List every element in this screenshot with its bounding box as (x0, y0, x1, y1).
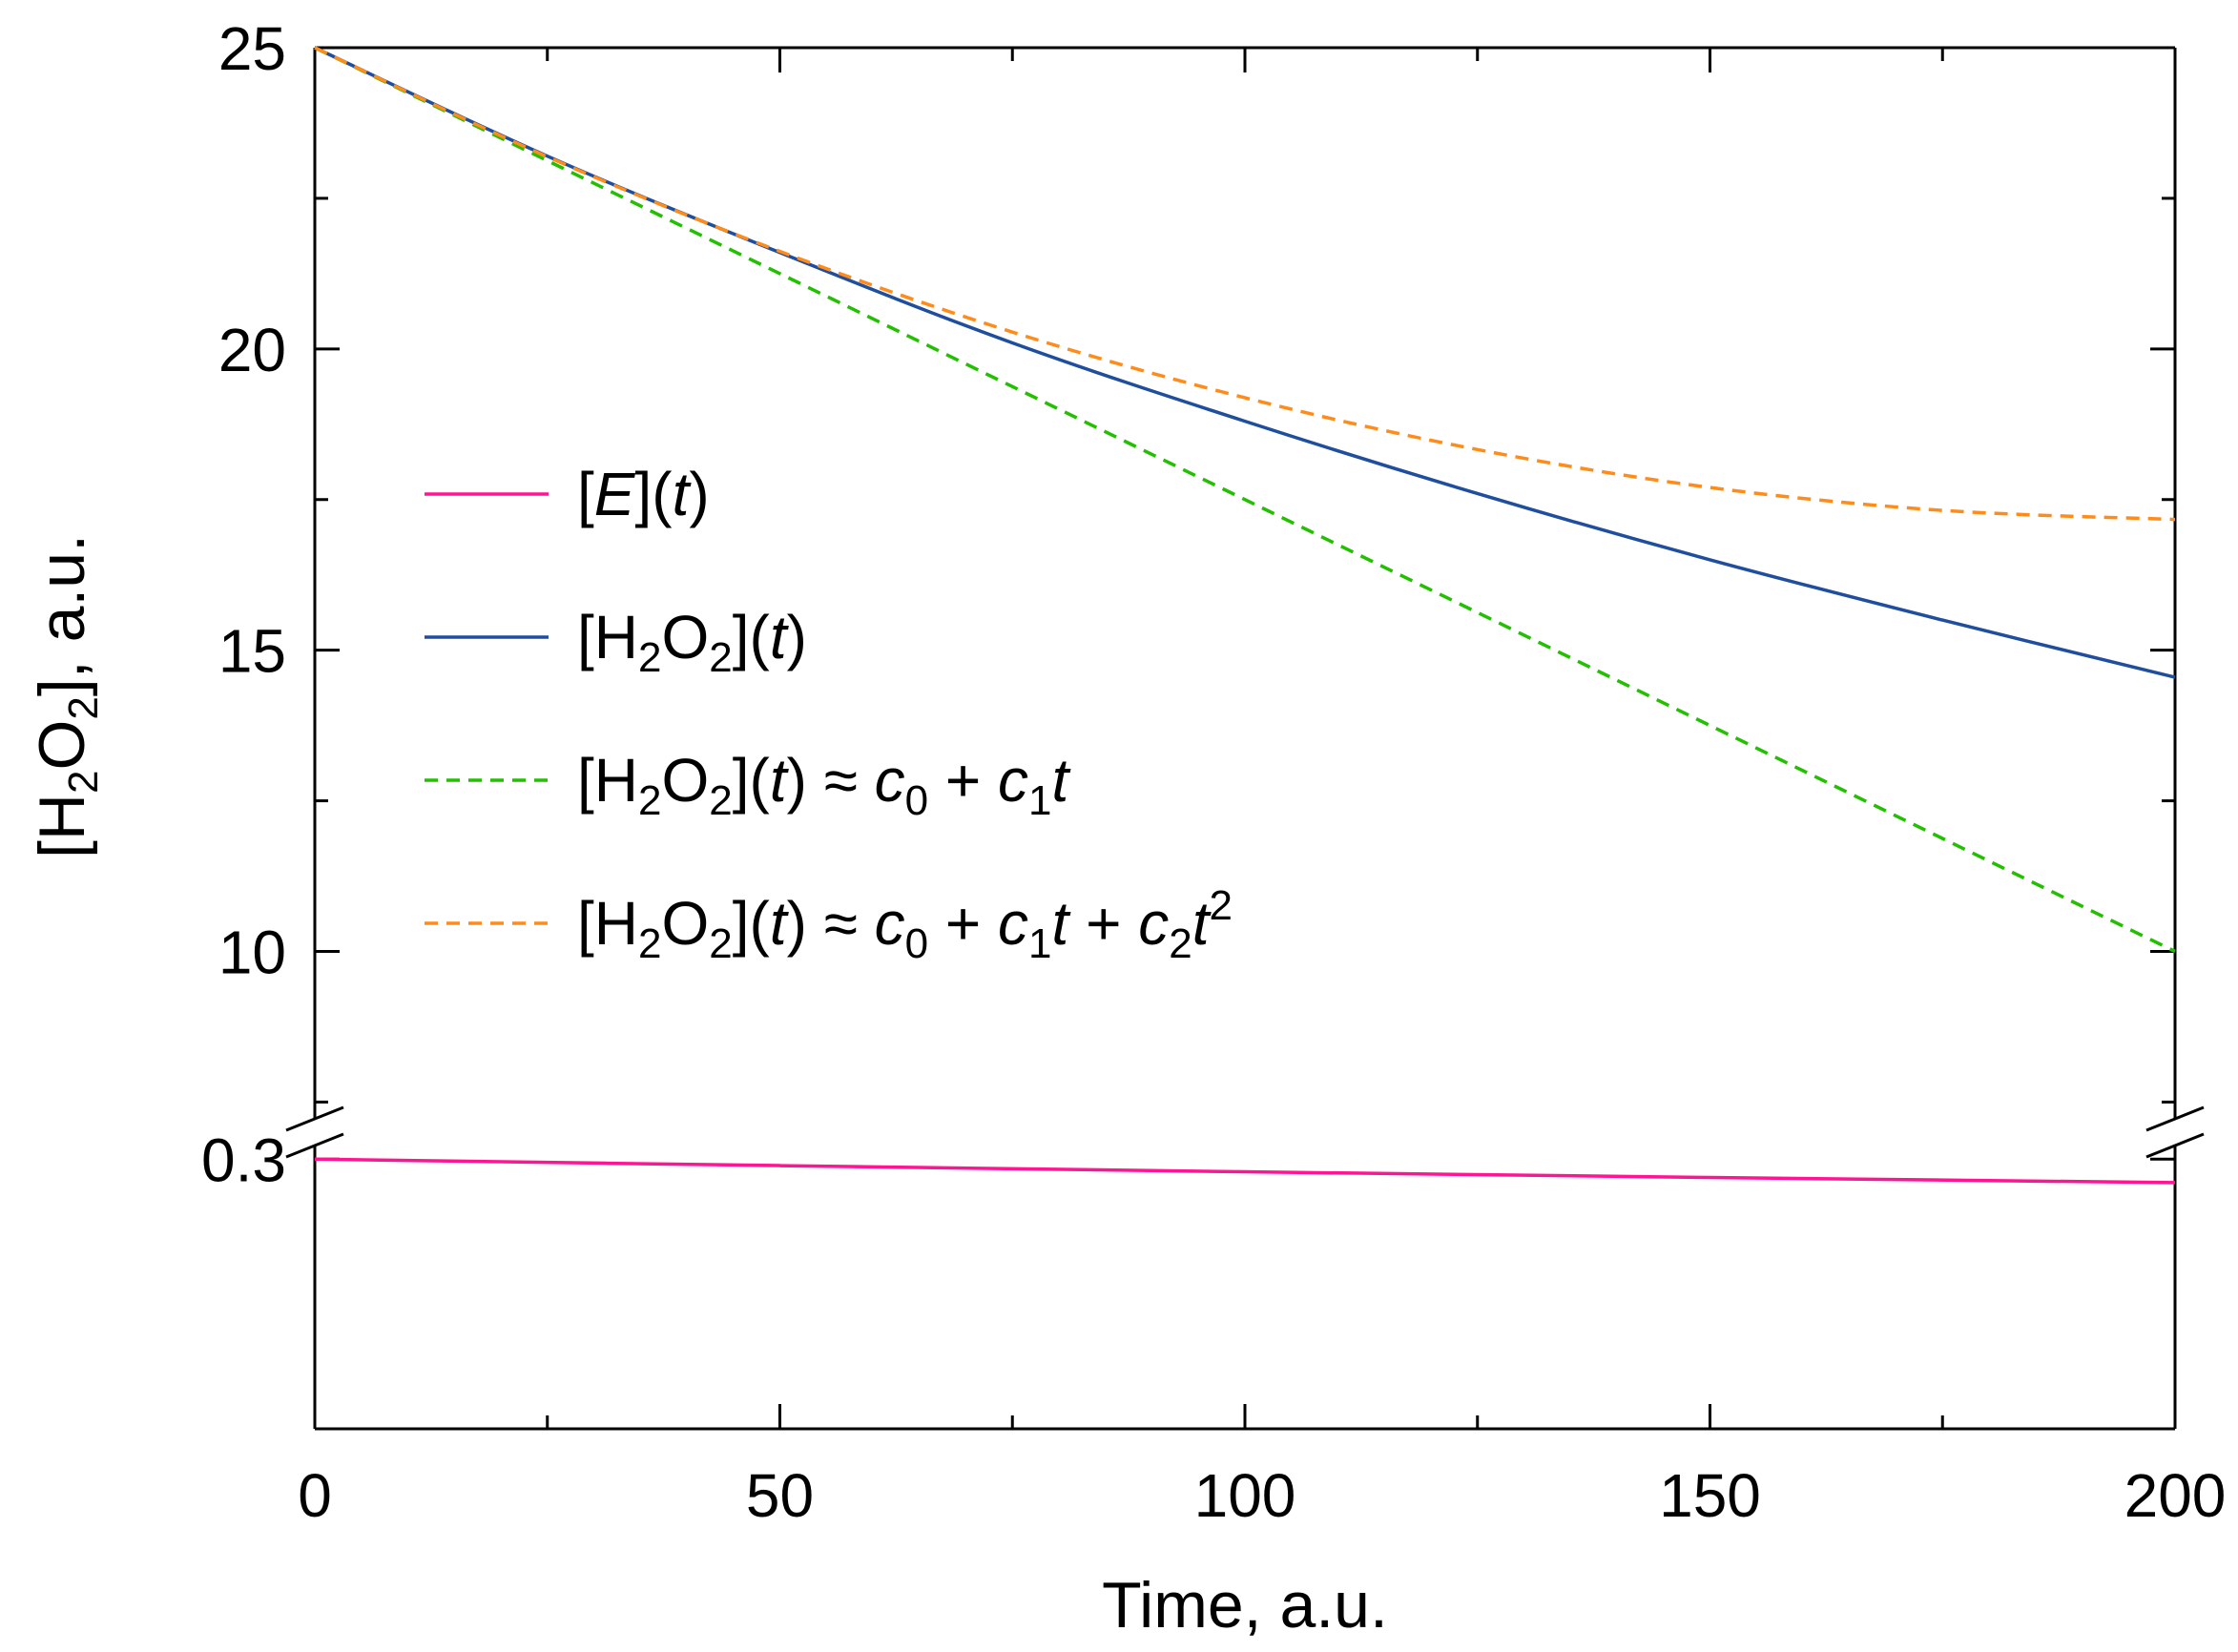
x-axis-title: Time, a.u. (1102, 1569, 1388, 1642)
legend-text-part: O (661, 746, 709, 815)
break-mark-right-1 (2145, 1105, 2205, 1132)
legend-text-part: + (928, 746, 998, 815)
legend-label-E: [E](t) (577, 460, 710, 528)
legend-text-part: O (661, 603, 709, 671)
x-tick-label: 150 (1659, 1461, 1761, 1530)
legend-text-part: ]( (733, 889, 770, 958)
break-mark-right-2 (2145, 1132, 2205, 1159)
legend-label-linear: [H2O2](t) ≈ c0 + c1t (577, 746, 1071, 824)
legend-text-part: c (998, 746, 1028, 815)
legend-text-part: ]( (634, 460, 672, 528)
axis-ticks (313, 46, 2177, 1429)
series-line-H2O2 (314, 46, 2176, 679)
legend-text-part: c (875, 746, 905, 815)
legend-text-part: t (770, 746, 789, 815)
legend-text-part: ]( (733, 746, 770, 815)
legend-text-part: 2 (1169, 920, 1192, 967)
legend-text-part: + (1068, 889, 1138, 958)
legend-text-part: [H (577, 889, 638, 958)
legend-text-part: 0 (905, 777, 928, 824)
legend-text-part: 1 (1028, 777, 1051, 824)
legend-text-part: 2 (709, 920, 732, 967)
series-line-linear (314, 46, 2176, 954)
legend-text-part: [H (577, 746, 638, 815)
legend-text-part: ) (787, 603, 807, 671)
x-tick-label: 0 (298, 1461, 332, 1530)
legend-text-part: 0 (905, 920, 928, 967)
legend-text-part: ]( (733, 603, 770, 671)
legend-text-part: O (661, 889, 709, 958)
series-line-quadratic (314, 46, 2176, 522)
break-mark-left-1 (285, 1105, 344, 1132)
break-mark-left-2 (285, 1132, 344, 1159)
y-tick-label: 10 (218, 919, 286, 987)
x-tick-label: 100 (1194, 1461, 1296, 1530)
legend-text-part: 2 (709, 777, 732, 824)
y-tick-label-lower: 0.3 (201, 1125, 286, 1194)
legend-text-part: ) ≈ (787, 746, 875, 815)
legend-text-part: 2 (638, 777, 661, 824)
series-line-E (314, 1157, 2176, 1185)
legend-text-part: [ (577, 460, 594, 528)
legend-text-part: t (1192, 889, 1212, 958)
y-tick-label: 15 (218, 617, 286, 686)
legend-label-quadratic: [H2O2](t) ≈ c0 + c1t + c2t2 (577, 882, 1233, 967)
legend-text-part: t (1052, 746, 1071, 815)
legend-label-H2O2: [H2O2](t) (577, 603, 807, 681)
x-tick-label: 200 (2124, 1461, 2227, 1530)
legend-text-part: ) ≈ (787, 889, 875, 958)
axis-break-marks (285, 1105, 2205, 1159)
legend-text-part: [H (577, 603, 638, 671)
legend-text-part: 2 (1210, 882, 1233, 929)
legend-text-part: 2 (638, 634, 661, 681)
legend-text-part: 1 (1028, 920, 1051, 967)
legend-text-part: E (594, 460, 636, 528)
plot-frame (313, 46, 2177, 1431)
legend: [E](t)[H2O2](t)[H2O2](t) ≈ c0 + c1t[H2O2… (425, 460, 1233, 967)
legend-text-part: t (770, 889, 789, 958)
legend-text-part: t (673, 460, 692, 528)
x-tick-label: 50 (746, 1461, 814, 1530)
y-tick-label: 20 (218, 316, 286, 384)
legend-text-part: c (875, 889, 905, 958)
legend-text-part: 2 (638, 920, 661, 967)
y-tick-label: 25 (218, 14, 286, 83)
series-lines (314, 46, 2176, 1185)
legend-text-part: 2 (709, 634, 732, 681)
legend-text-part: t (1052, 889, 1071, 958)
legend-text-part: c (1138, 889, 1169, 958)
legend-text-part: + (928, 889, 998, 958)
legend-text-part: t (770, 603, 789, 671)
legend-text-part: c (998, 889, 1028, 958)
y-axis-title: [H2O2], a.u. (26, 534, 107, 858)
legend-text-part: ) (689, 460, 709, 528)
